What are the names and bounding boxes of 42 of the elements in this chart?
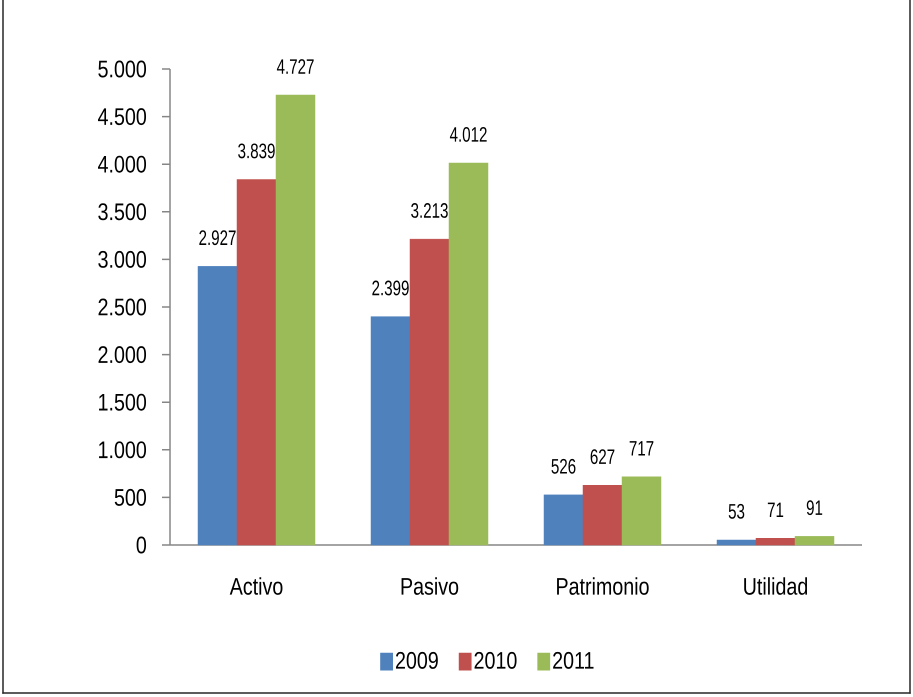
legend-label: 2009 [396,652,438,669]
data-label: 3.213 [411,203,448,218]
data-label: 4.727 [276,59,314,74]
y-tick-label: 4.000 [98,156,146,173]
y-tick-label: 1.000 [99,441,146,458]
bar [544,494,584,546]
y-tick-label: 3.500 [98,203,146,220]
data-label: 53 [728,504,744,519]
data-label: 526 [552,458,576,474]
data-label: 4.012 [450,126,487,142]
y-tick-label: 4.500 [98,108,146,126]
y-tick-label: 1.500 [99,394,146,411]
bar [410,238,450,546]
data-label: 71 [768,502,784,518]
bar [582,485,622,546]
bar [716,540,756,546]
bar [448,162,488,546]
bar [756,538,796,546]
bar [198,266,238,546]
legend-label: 2010 [474,652,517,669]
bar [794,536,834,546]
y-tick-label: 5.000 [98,60,146,78]
x-tick-label: Utilidad [744,577,808,595]
data-label: 627 [590,449,614,464]
x-tick-label: Pasivo [402,577,458,595]
data-label: 2.927 [199,230,236,246]
y-tick-label: 500 [114,488,146,506]
data-label: 2.399 [372,280,409,296]
data-label: 717 [630,441,654,456]
y-tick-label: 0 [136,536,146,554]
y-tick-label: 2.500 [98,298,146,316]
bar [276,94,316,546]
data-label: 3.839 [238,143,275,158]
data-label: 91 [806,500,822,516]
y-tick-label: 2.000 [98,346,146,364]
legend-label: 2011 [553,652,594,669]
x-tick-label: Patrimonio [557,577,649,595]
y-tick-label: 3.000 [98,250,146,268]
bar [622,476,662,546]
bar [370,316,410,546]
bar [236,179,276,546]
x-tick-label: Activo [230,577,282,595]
